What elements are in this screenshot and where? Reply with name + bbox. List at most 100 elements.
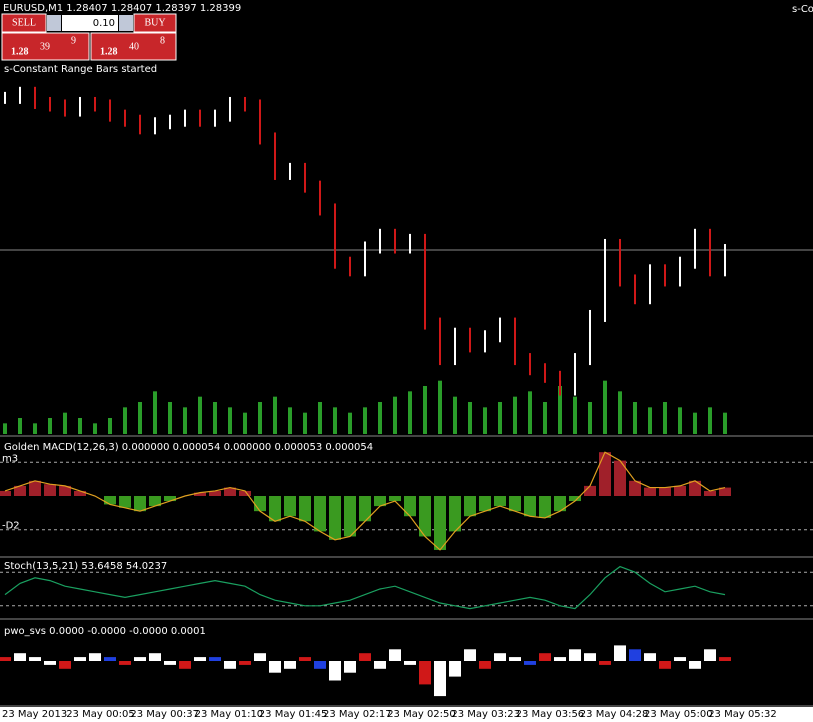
volume-bar xyxy=(513,396,517,434)
volume-bar xyxy=(228,407,232,434)
macd-bar xyxy=(689,480,701,496)
volume-bar xyxy=(243,412,247,434)
time-label: 23 May 03:56 xyxy=(516,709,585,720)
volume-bar xyxy=(393,396,397,434)
macd-bar xyxy=(509,496,521,512)
time-label: 23 May 02:17 xyxy=(323,709,392,720)
volume-bar xyxy=(168,402,172,434)
macd-bar xyxy=(314,496,326,532)
macd-bar xyxy=(14,485,26,496)
pwo-bar xyxy=(224,661,236,669)
macd-bar xyxy=(344,496,356,537)
pwo-bar xyxy=(149,653,161,661)
lot-down[interactable] xyxy=(47,15,61,31)
volume-bar xyxy=(303,412,307,434)
volume-bar xyxy=(558,386,562,434)
volume-bar xyxy=(648,407,652,434)
volume-bar xyxy=(723,412,727,434)
stoch-line xyxy=(4,565,726,610)
pwo-bar xyxy=(74,657,86,661)
volume-bar xyxy=(63,412,67,434)
time-label: 23 May 05:00 xyxy=(644,709,713,720)
pwo-bar xyxy=(239,661,251,665)
macd-bar xyxy=(269,496,281,522)
macd-bar xyxy=(539,496,551,518)
status-text: s-Constant Range Bars started xyxy=(4,64,157,75)
volume-bar xyxy=(318,402,322,434)
volume-bar xyxy=(288,407,292,434)
time-label: 23 May 04:28 xyxy=(580,709,649,720)
macd-level-label: m3 xyxy=(2,453,18,464)
volume-bar xyxy=(528,391,532,434)
macd-bar xyxy=(374,496,386,507)
buy-button[interactable] xyxy=(133,13,177,33)
macd-bar xyxy=(44,484,56,496)
macd-bar xyxy=(299,496,311,522)
volume-bar xyxy=(78,418,82,434)
bid-prefix: 1.28 xyxy=(11,46,29,57)
macd-bar xyxy=(584,485,596,496)
pwo-bar xyxy=(374,661,386,669)
macd-bar xyxy=(0,490,11,496)
pwo-bar xyxy=(614,645,626,661)
volume-bar xyxy=(18,418,22,434)
pwo-bar xyxy=(209,657,221,661)
macd-bar xyxy=(359,496,371,522)
time-label: 23 May 01:45 xyxy=(259,709,328,720)
volume-bar xyxy=(633,402,637,434)
time-label: 23 May 01:10 xyxy=(195,709,264,720)
volume-bar xyxy=(123,407,127,434)
pwo-bar xyxy=(314,661,326,669)
volume-bar xyxy=(663,402,667,434)
macd-bar xyxy=(554,496,566,512)
volume-bar xyxy=(408,391,412,434)
macd-bar xyxy=(104,496,116,505)
pwo-bar xyxy=(164,661,176,665)
volume-bar xyxy=(153,391,157,434)
pwo-bar xyxy=(644,653,656,661)
macd-bar xyxy=(659,487,671,496)
macd-bar xyxy=(134,496,146,512)
volume-bar xyxy=(453,396,457,434)
ask-big: 40 xyxy=(129,41,139,52)
pwo-bar xyxy=(674,657,686,661)
pwo-bar xyxy=(104,657,116,661)
ask-box[interactable] xyxy=(90,32,177,61)
pwo-bar xyxy=(359,653,371,661)
volume-bar xyxy=(423,386,427,434)
buy-label: BUY xyxy=(144,17,165,28)
lot-up[interactable] xyxy=(119,15,133,31)
macd-bar xyxy=(434,496,446,550)
volume-bar xyxy=(543,402,547,434)
volume-bar xyxy=(483,407,487,434)
macd-bar xyxy=(194,492,206,496)
pwo-bar xyxy=(464,649,476,661)
volume-bar xyxy=(273,396,277,434)
bid-box[interactable] xyxy=(1,32,90,61)
macd-bar xyxy=(59,485,71,496)
macd-bar xyxy=(329,496,341,540)
macd-bar xyxy=(404,496,416,517)
macd-bar xyxy=(209,490,221,496)
pwo-bar xyxy=(194,657,206,661)
pwo-bar xyxy=(524,661,536,665)
pwo-bar xyxy=(0,657,11,661)
lot-input[interactable] xyxy=(62,15,118,31)
pwo-bar xyxy=(494,653,506,661)
macd-bar xyxy=(419,496,431,537)
macd-bar xyxy=(29,480,41,496)
macd-bar xyxy=(494,496,506,507)
lot-value: 0.10 xyxy=(93,18,115,29)
sell-button[interactable] xyxy=(1,13,47,33)
pwo-bar xyxy=(59,661,71,669)
volume-bar xyxy=(108,418,112,434)
panel-borders xyxy=(0,435,813,707)
volume-bar xyxy=(198,396,202,434)
pwo-bar xyxy=(584,653,596,661)
macd-bar xyxy=(74,490,86,496)
macd-bar xyxy=(149,496,161,507)
time-label: 23 May 02:50 xyxy=(387,709,456,720)
bid-big: 39 xyxy=(40,41,50,52)
